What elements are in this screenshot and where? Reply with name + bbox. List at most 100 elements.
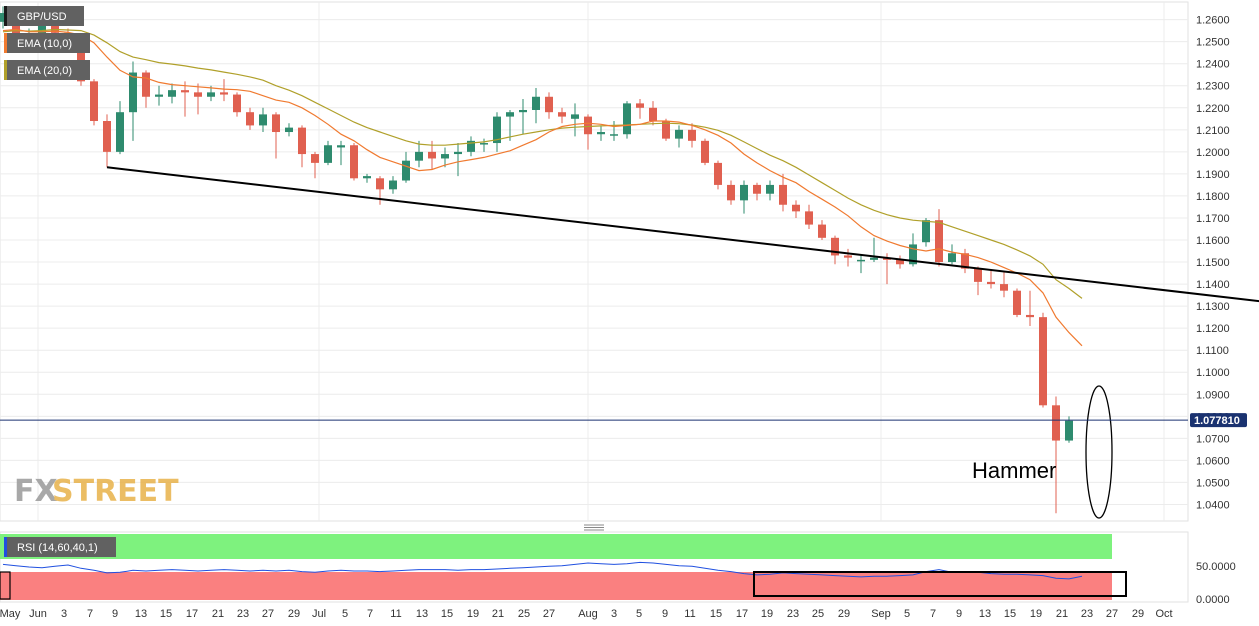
candle-body <box>675 129 683 139</box>
price-axis-labels: 1.2600 1.2500 1.2400 1.2300 1.2200 1.2100 1.20… <box>1196 15 1230 512</box>
legend-ema10-bg <box>4 33 90 53</box>
candle <box>714 160 722 190</box>
candle-body <box>506 112 514 117</box>
candle <box>506 109 514 141</box>
candle <box>220 79 228 102</box>
legend-ema20[interactable]: EMA (20,0) <box>4 60 90 80</box>
candle-body <box>220 92 228 95</box>
candle <box>337 140 345 166</box>
candle-body <box>649 107 657 122</box>
candle <box>831 235 839 265</box>
time-tick-label: 9 <box>112 608 118 620</box>
rsi-tick-0: 0.0000 <box>1196 594 1230 606</box>
candle-body <box>961 253 969 269</box>
candle <box>896 255 904 269</box>
pane-resize-handle[interactable] <box>584 524 604 531</box>
candle-body <box>415 151 423 161</box>
candle-body <box>909 244 917 265</box>
candle <box>493 112 501 152</box>
price-tick-label: 1.2300 <box>1196 81 1230 93</box>
rsi-legend-swatch <box>4 537 7 557</box>
candle <box>948 244 956 265</box>
candle-body <box>259 114 267 126</box>
time-tick-label: 5 <box>904 608 910 620</box>
time-tick-label: Sep <box>871 608 891 620</box>
candle-body <box>350 145 358 179</box>
legend-symbol-label: GBP/USD <box>17 11 67 23</box>
time-tick-label: Oct <box>1155 608 1172 620</box>
candle-body <box>142 72 150 97</box>
price-tick-label: 1.0400 <box>1196 499 1230 511</box>
legend-ema10[interactable]: EMA (10,0) <box>4 33 90 53</box>
time-tick-label: 15 <box>160 608 172 620</box>
rsi-upper-zone <box>0 534 1112 559</box>
candle <box>1052 396 1060 514</box>
candle-body <box>467 140 475 152</box>
candle-body <box>181 90 189 93</box>
candle <box>740 180 748 214</box>
time-tick-label: 17 <box>186 608 198 620</box>
ema10-line <box>2 28 1083 347</box>
time-tick-label: 13 <box>416 608 428 620</box>
candle <box>103 114 111 168</box>
candle <box>987 270 995 289</box>
candle-body <box>1000 284 1008 291</box>
candle-body <box>623 103 631 135</box>
candle <box>922 217 930 247</box>
candle-body <box>1013 290 1021 315</box>
candle-body <box>935 220 943 263</box>
candle-body <box>662 121 670 139</box>
candle <box>389 176 397 194</box>
candle-body <box>831 237 839 256</box>
candle-body <box>0 13 7 22</box>
time-tick-label: 13 <box>979 608 991 620</box>
rsi-highlight-box <box>753 571 1127 597</box>
candle-body <box>1039 317 1047 406</box>
candle <box>350 143 358 181</box>
hammer-ellipse <box>1085 385 1113 519</box>
candle-body <box>948 253 956 263</box>
time-tick-label: 11 <box>390 608 401 620</box>
rsi-legend[interactable]: RSI (14,60,40,1) <box>4 537 116 557</box>
candle-body <box>766 184 774 194</box>
price-tick-label: 1.1300 <box>1196 301 1230 313</box>
legend-symbol-swatch <box>4 6 7 26</box>
candle <box>311 151 319 179</box>
time-tick-label: 23 <box>787 608 799 620</box>
candle-body <box>428 151 436 159</box>
last-price-value: 1.077810 <box>1194 415 1240 427</box>
fxstreet-logo: FX STREET <box>14 474 179 509</box>
time-tick-label: 3 <box>611 608 617 620</box>
candle-body <box>1065 420 1073 441</box>
candle <box>675 125 683 148</box>
vertical-gridlines <box>37 2 1165 521</box>
legend-symbol[interactable]: GBP/USD <box>4 6 84 26</box>
candle-body <box>51 24 59 33</box>
logo-fx-text: FX <box>14 474 58 509</box>
candle-body <box>402 160 410 181</box>
time-tick-label: 29 <box>288 608 300 620</box>
candle-body <box>90 81 98 122</box>
price-tick-label: 1.2400 <box>1196 59 1230 71</box>
time-tick-label: Aug <box>578 608 598 620</box>
candle <box>480 138 488 152</box>
candle-body <box>701 140 709 163</box>
time-tick-label: 5 <box>342 608 348 620</box>
candle-body <box>857 259 865 262</box>
candle-body <box>233 94 241 113</box>
candle <box>818 220 826 241</box>
candle <box>181 81 189 117</box>
time-tick-label: 21 <box>492 608 504 620</box>
candle-body <box>103 121 111 152</box>
candle <box>844 248 852 267</box>
candle <box>688 123 696 148</box>
candle-body <box>389 180 397 190</box>
candle <box>597 125 605 141</box>
candle-body <box>727 184 735 201</box>
candle-body <box>987 281 995 285</box>
time-tick-label: 11 <box>684 608 695 620</box>
time-tick-label: Jun <box>29 608 47 620</box>
candle <box>805 204 813 229</box>
rsi-legend-bg <box>4 537 116 557</box>
